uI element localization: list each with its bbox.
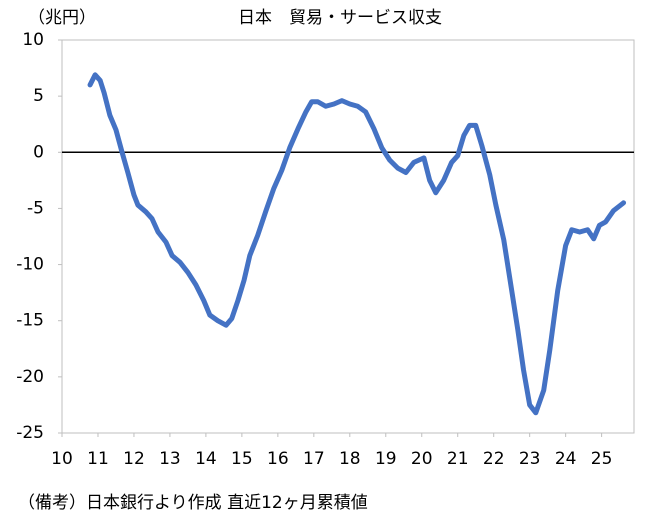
y-tick-label: -5	[27, 198, 44, 218]
y-unit: （兆円）	[28, 8, 96, 28]
y-tick-label: 0	[33, 142, 44, 162]
x-tick-label: 17	[303, 449, 325, 469]
y-tick-label: -15	[16, 311, 44, 331]
x-tick-label: 14	[195, 449, 217, 469]
y-tick-label: -20	[16, 367, 44, 387]
y-tick-label: -10	[16, 255, 44, 275]
y-tick-label: 5	[33, 86, 44, 106]
y-tick-label: -25	[16, 423, 44, 443]
x-tick-label: 15	[231, 449, 253, 469]
x-tick-label: 20	[411, 449, 433, 469]
x-tick-label: 12	[123, 449, 145, 469]
plot-frame	[61, 39, 635, 434]
chart-title: 日本 貿易・サービス収支	[238, 8, 442, 28]
note: （備考）日本銀行より作成 直近12ヶ月累積値	[18, 493, 368, 513]
x-tick-label: 21	[447, 449, 469, 469]
x-tick-label: 19	[375, 449, 397, 469]
x-tick-label: 18	[339, 449, 361, 469]
x-tick-label: 16	[267, 449, 289, 469]
y-tick-label: 10	[22, 30, 44, 50]
x-tick-label: 22	[483, 449, 505, 469]
x-tick-label: 11	[87, 449, 109, 469]
x-tick-label: 13	[159, 449, 181, 469]
x-tick-label: 24	[555, 449, 577, 469]
data-line	[87, 72, 627, 416]
x-tick-label: 10	[51, 449, 73, 469]
x-tick-label: 25	[591, 449, 613, 469]
x-tick-label: 23	[519, 449, 541, 469]
